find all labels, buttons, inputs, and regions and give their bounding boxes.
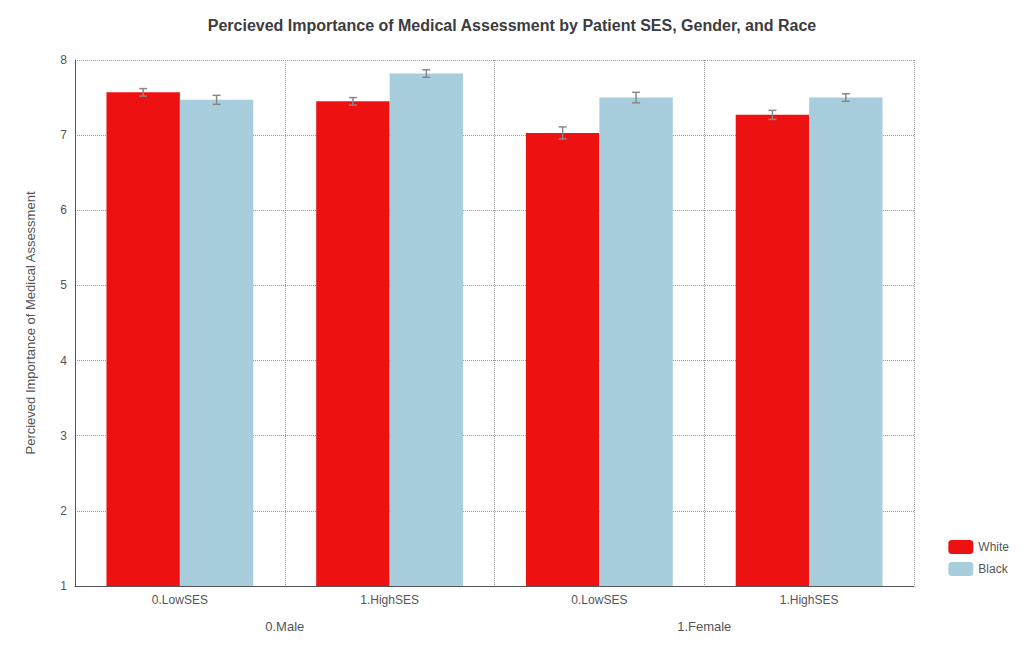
svg-text:3: 3 bbox=[60, 429, 67, 443]
svg-text:0.LowSES: 0.LowSES bbox=[571, 593, 627, 607]
svg-text:1.HighSES: 1.HighSES bbox=[360, 593, 419, 607]
svg-text:8: 8 bbox=[60, 53, 67, 67]
svg-text:Percieved Importance of Medica: Percieved Importance of Medical Assessme… bbox=[208, 17, 817, 34]
svg-text:5: 5 bbox=[60, 278, 67, 292]
svg-text:4: 4 bbox=[60, 354, 67, 368]
svg-text:Percieved Importance of Medica: Percieved Importance of Medical Assessme… bbox=[23, 191, 38, 454]
svg-text:0.Male: 0.Male bbox=[265, 619, 304, 634]
svg-text:White: White bbox=[978, 540, 1009, 554]
svg-text:2: 2 bbox=[60, 504, 67, 518]
svg-text:Black: Black bbox=[978, 562, 1008, 576]
svg-text:0.LowSES: 0.LowSES bbox=[152, 593, 208, 607]
svg-text:1: 1 bbox=[60, 579, 67, 593]
svg-text:7: 7 bbox=[60, 128, 67, 142]
svg-text:1.HighSES: 1.HighSES bbox=[780, 593, 839, 607]
svg-text:1.Female: 1.Female bbox=[677, 619, 731, 634]
svg-text:6: 6 bbox=[60, 203, 67, 217]
